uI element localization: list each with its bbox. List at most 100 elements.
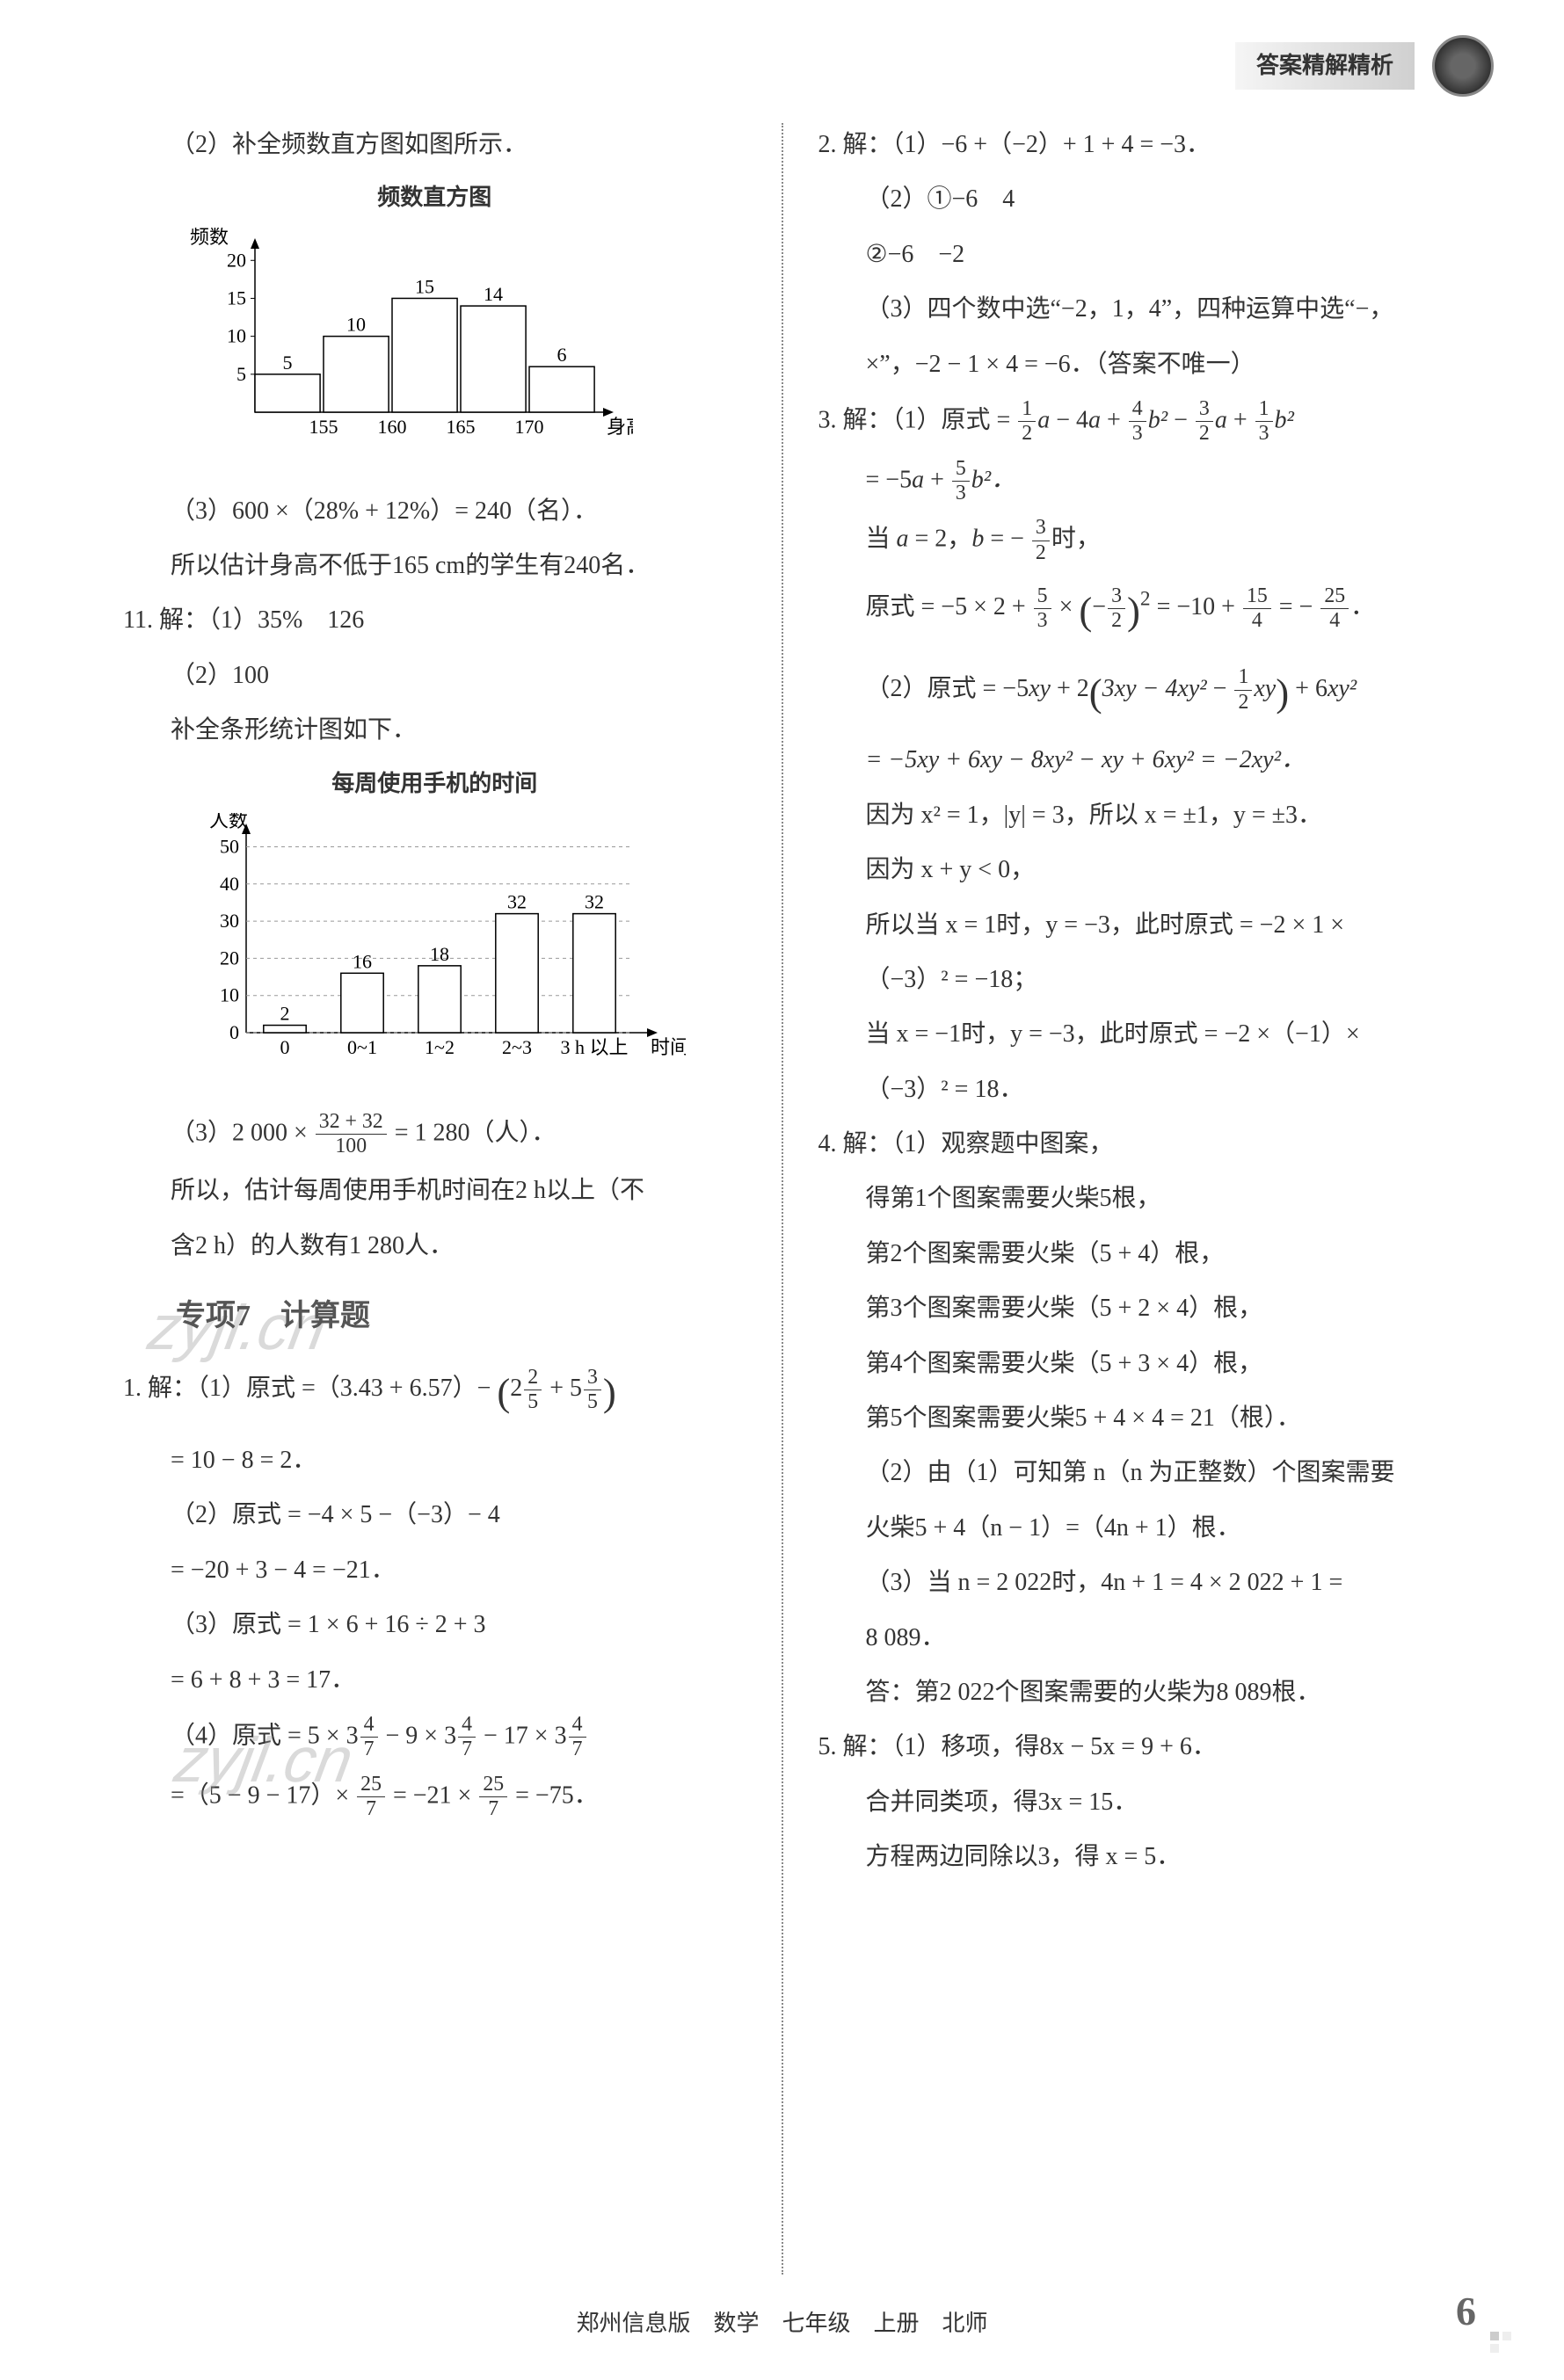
text: + <box>924 466 950 493</box>
text: − <box>1207 675 1233 702</box>
fraction: 47 <box>360 1713 378 1762</box>
svg-text:0: 0 <box>280 1036 290 1058</box>
svg-text:40: 40 <box>220 873 239 895</box>
var: b <box>971 526 984 553</box>
var: a <box>1215 406 1227 433</box>
paren-icon: ( <box>497 1370 510 1414</box>
text-line: 第3个图案需要火柴（5 + 2 × 4）根， <box>818 1287 1442 1331</box>
text: × <box>1053 593 1080 620</box>
svg-text:6: 6 <box>557 344 567 366</box>
badge-icon <box>1432 35 1494 97</box>
text-line: 所以估计身高不低于165 cm的学生有240名． <box>123 544 746 588</box>
svg-text:1~2: 1~2 <box>425 1036 455 1058</box>
var: xy <box>1254 675 1276 702</box>
text-line: （2）100 <box>123 654 746 698</box>
text: 原式 = −5 × 2 + <box>866 593 1032 620</box>
svg-text:18: 18 <box>430 943 449 965</box>
text-line: （−3）² = −18； <box>818 958 1442 1002</box>
fraction: 35 <box>584 1366 601 1415</box>
section-title: 专项7 计算题 <box>176 1289 746 1343</box>
formula-line: =（5 − 9 − 17）× 257 = −21 × 257 = −75． <box>123 1773 746 1822</box>
text-line: 5. 解：（1）移项，得8x − 5x = 9 + 6． <box>818 1725 1442 1769</box>
formula-line: 3. 解：（1）原式 = 12a − 4a + 43b² − 32a + 13b… <box>818 397 1442 446</box>
formula-line: 当 a = 2，b = − 32时， <box>818 516 1442 565</box>
page-header: 答案精解精析 <box>1235 35 1494 97</box>
svg-text:10: 10 <box>227 325 246 347</box>
fraction: 154 <box>1243 584 1271 634</box>
fraction: 43 <box>1129 397 1146 446</box>
svg-text:50: 50 <box>220 836 239 858</box>
var: a <box>1037 406 1050 433</box>
fraction: 12 <box>1234 665 1252 715</box>
svg-text:165: 165 <box>447 416 476 438</box>
svg-text:人数: 人数 <box>209 813 248 831</box>
formula-line: 原式 = −5 × 2 + 53 × (−32)2 = −10 + 154 = … <box>818 576 1442 647</box>
text: = −5 <box>866 466 913 493</box>
text: 2 <box>510 1375 522 1402</box>
text-line: 答：第2 022个图案需要的火柴为8 089根． <box>818 1671 1442 1715</box>
text: − 4 <box>1050 406 1088 433</box>
text-line: （2）原式 = −4 × 5 −（−3）− 4 <box>123 1493 746 1537</box>
text-line: 所以，估计每周使用手机时间在2 h以上（不 <box>123 1169 746 1213</box>
text: 5 <box>570 1375 582 1402</box>
text: =（5 − 9 − 17）× <box>171 1781 355 1809</box>
paren-icon: ( <box>1079 589 1092 633</box>
var: b² <box>1275 406 1294 433</box>
var: xy² <box>1328 675 1357 702</box>
text: − 9 × 3 <box>380 1722 457 1749</box>
text: = 2， <box>909 526 972 553</box>
text-line: 8 089． <box>818 1616 1442 1660</box>
chart1: 510152051015146155160165170频数身高/cm <box>176 228 746 471</box>
formula-line: 1. 解：（1）原式 =（3.43 + 6.57）− (225 + 535) <box>123 1357 746 1428</box>
svg-text:0: 0 <box>229 1021 239 1043</box>
fraction: 13 <box>1255 397 1273 446</box>
fraction: 32 <box>1032 516 1050 565</box>
svg-text:155: 155 <box>309 416 338 438</box>
svg-text:30: 30 <box>220 910 239 932</box>
text: 1. 解：（1）原式 =（3.43 + 6.57）− <box>123 1375 497 1402</box>
text: 3. 解：（1）原式 = <box>818 406 1017 433</box>
svg-text:15: 15 <box>415 276 434 298</box>
fraction: 32 + 32100 <box>316 1110 387 1159</box>
fraction: 53 <box>1034 584 1051 634</box>
text-line: （2）补全频数直方图如图所示． <box>123 123 746 167</box>
svg-text:10: 10 <box>220 984 239 1006</box>
text-line: ×”，−2 − 1 × 4 = −6．（答案不唯一） <box>818 343 1442 387</box>
fraction: 47 <box>569 1713 586 1762</box>
text-line: （3）600 ×（28% + 12%）= 240（名）． <box>123 490 746 533</box>
text-line: = 10 − 8 = 2． <box>123 1439 746 1483</box>
text-line: 第5个图案需要火柴5 + 4 × 4 = 21（根）． <box>818 1397 1442 1440</box>
var: a <box>897 526 909 553</box>
svg-text:2~3: 2~3 <box>502 1036 532 1058</box>
page-footer: 郑州信息版 数学 七年级 上册 北师 <box>0 2304 1564 2345</box>
text: （2）原式 = −5 <box>866 675 1029 702</box>
text-line: 合并同类项，得3x = 15． <box>818 1781 1442 1825</box>
svg-text:32: 32 <box>585 891 604 913</box>
svg-text:5: 5 <box>236 363 246 385</box>
text-line: 第4个图案需要火柴（5 + 3 × 4）根， <box>818 1342 1442 1386</box>
text: = − <box>984 526 1030 553</box>
text-line: 所以当 x = 1时，y = −3，此时原式 = −2 × 1 × <box>818 903 1442 947</box>
fraction: 32 <box>1108 584 1125 634</box>
svg-text:5: 5 <box>283 352 293 374</box>
fraction: 47 <box>458 1713 476 1762</box>
text: = −21 × <box>387 1781 477 1809</box>
svg-text:0~1: 0~1 <box>347 1036 377 1058</box>
text-line: （3）当 n = 2 022时，4n + 1 = 4 × 2 022 + 1 = <box>818 1561 1442 1605</box>
formula-line: （4）原式 = 5 × 347 − 9 × 347 − 17 × 347 <box>123 1713 746 1762</box>
svg-text:20: 20 <box>227 249 246 271</box>
text: ． <box>1350 593 1375 620</box>
text-line: 火柴5 + 4（n − 1）=（4n + 1）根． <box>818 1506 1442 1550</box>
exponent: 2 <box>1140 588 1151 611</box>
paren-icon: ) <box>603 1370 616 1414</box>
svg-text:2: 2 <box>280 1003 290 1025</box>
content-area: （2）补全频数直方图如图所示． 频数直方图 510152051015146155… <box>105 123 1459 2275</box>
text-line: = −5xy + 6xy − 8xy² − xy + 6xy² = −2xy²． <box>818 738 1442 782</box>
text-line: = −20 + 3 − 4 = −21． <box>123 1549 746 1593</box>
text-line: 第2个图案需要火柴（5 + 4）根， <box>818 1232 1442 1276</box>
column-divider <box>782 123 783 2275</box>
fraction: 32 <box>1196 397 1213 446</box>
svg-text:32: 32 <box>507 891 527 913</box>
text: = 1 280（人）． <box>389 1119 556 1146</box>
page-number: 6 <box>1456 2275 1476 2348</box>
